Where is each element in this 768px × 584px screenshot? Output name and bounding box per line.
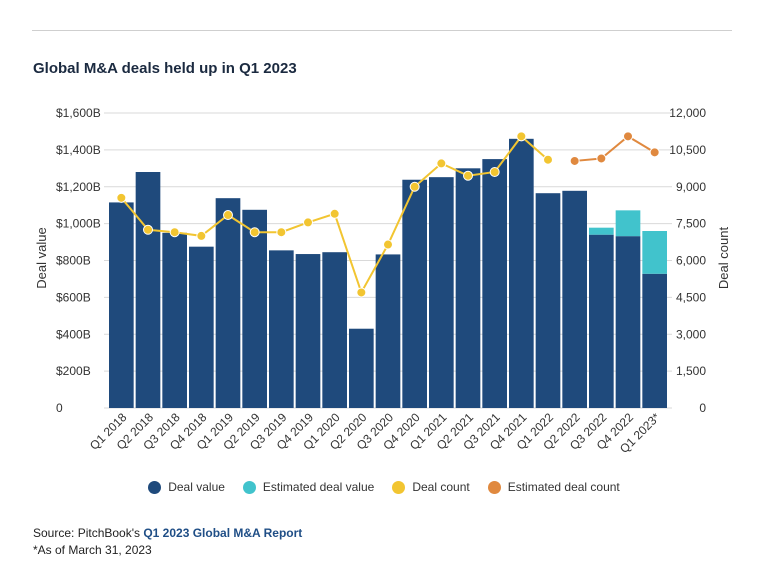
y2-axis-title: Deal count [716, 227, 731, 290]
y-tick-label: $1,600B [56, 106, 101, 120]
bar-deal-value [562, 190, 587, 408]
bar-estimated-deal-value [589, 227, 614, 235]
bar-deal-value [269, 250, 294, 408]
bar-deal-value [349, 328, 374, 408]
y-tick-label: $1,400B [56, 143, 101, 157]
bar-deal-value [455, 168, 481, 408]
point-deal-count [223, 210, 233, 221]
legend-label-deal-count: Deal count [412, 480, 470, 494]
point-deal-count [356, 287, 367, 298]
bar-deal-value [375, 254, 401, 408]
point-deal-count [143, 224, 153, 235]
y-tick-label: $1,200B [56, 180, 101, 194]
point-deal-count [516, 131, 527, 142]
legend: Deal value Estimated deal value Deal cou… [0, 480, 768, 494]
bar-deal-value [162, 232, 187, 408]
y2-tick-label: 6,000 [676, 254, 706, 268]
legend-swatch-deal-value [148, 480, 162, 494]
legend-item-deal-count: Deal count [392, 480, 470, 494]
point-deal-count [463, 170, 473, 181]
legend-label-deal-value: Deal value [168, 480, 225, 494]
y2-tick-label: 7,500 [676, 217, 706, 231]
bar-deal-value [509, 138, 534, 408]
y-tick-label: $400B [56, 327, 91, 341]
point-deal-count [409, 181, 420, 192]
chart-title: Global M&A deals held up in Q1 2023 [33, 60, 297, 77]
legend-item-estimated-deal-count: Estimated deal count [487, 480, 620, 494]
bar-deal-value [242, 209, 267, 408]
bar-deal-value [109, 202, 134, 408]
point-deal-count [196, 230, 207, 241]
y2-tick-label: 0 [699, 401, 706, 415]
bar-deal-value [642, 273, 667, 408]
bar-deal-value [615, 236, 641, 408]
y2-tick-label: 9,000 [676, 180, 706, 194]
y2-tick-label: 3,000 [676, 327, 706, 341]
bar-deal-value [429, 177, 454, 408]
bar-deal-value [135, 172, 161, 408]
y2-tick-label: 10,500 [669, 143, 706, 157]
line-estimated-deal-count [574, 135, 656, 162]
bar-estimated-deal-value [615, 210, 641, 237]
point-deal-count [116, 192, 127, 203]
bar-deal-value [189, 246, 214, 408]
y-axis-title: Deal value [34, 227, 49, 288]
bar-deal-value [589, 234, 614, 408]
y-tick-label: $600B [56, 290, 91, 304]
point-estimated-deal-count [596, 153, 607, 164]
legend-swatch-estimated-deal-value [242, 480, 256, 494]
legend-swatch-estimated-deal-count [487, 480, 501, 494]
point-estimated-deal-count [623, 131, 633, 142]
bar-deal-value [322, 252, 347, 408]
point-deal-count [436, 158, 447, 169]
source-line: Source: PitchBook's Q1 2023 Global M&A R… [33, 526, 302, 540]
y2-tick-label: 4,500 [676, 290, 706, 304]
legend-label-estimated-deal-count: Estimated deal count [507, 480, 620, 494]
y2-tick-label: 12,000 [669, 106, 706, 120]
point-deal-count [303, 217, 313, 228]
legend-item-estimated-deal-value: Estimated deal value [242, 480, 375, 494]
bar-estimated-deal-value [642, 231, 667, 274]
bar-deal-value [215, 198, 241, 408]
legend-swatch-deal-count [392, 480, 406, 494]
point-deal-count [383, 239, 393, 250]
source-report-link[interactable]: Q1 2023 Global M&A Report [143, 526, 303, 540]
bar-deal-value [535, 193, 561, 408]
y2-tick-label: 1,500 [676, 364, 706, 378]
y-tick-label: $800B [56, 254, 91, 268]
point-deal-count [276, 227, 287, 238]
legend-label-estimated-deal-value: Estimated deal value [262, 480, 375, 494]
point-deal-count [169, 227, 180, 238]
point-deal-count [329, 208, 340, 219]
top-divider [32, 30, 732, 31]
bar-deal-value [295, 254, 321, 408]
point-deal-count [543, 154, 553, 165]
footnote: *As of March 31, 2023 [33, 543, 152, 557]
source-prefix: Source: PitchBook's [33, 526, 144, 540]
bar-deal-value [402, 179, 427, 408]
y-tick-label: $200B [56, 364, 91, 378]
bar-deal-value [482, 159, 507, 408]
y-tick-label: 0 [56, 401, 63, 415]
point-deal-count [489, 167, 500, 177]
y-tick-label: $1,000B [56, 217, 101, 231]
point-estimated-deal-count [649, 147, 660, 158]
point-estimated-deal-count [569, 155, 580, 166]
legend-item-deal-value: Deal value [148, 480, 225, 494]
point-deal-count [249, 227, 260, 238]
